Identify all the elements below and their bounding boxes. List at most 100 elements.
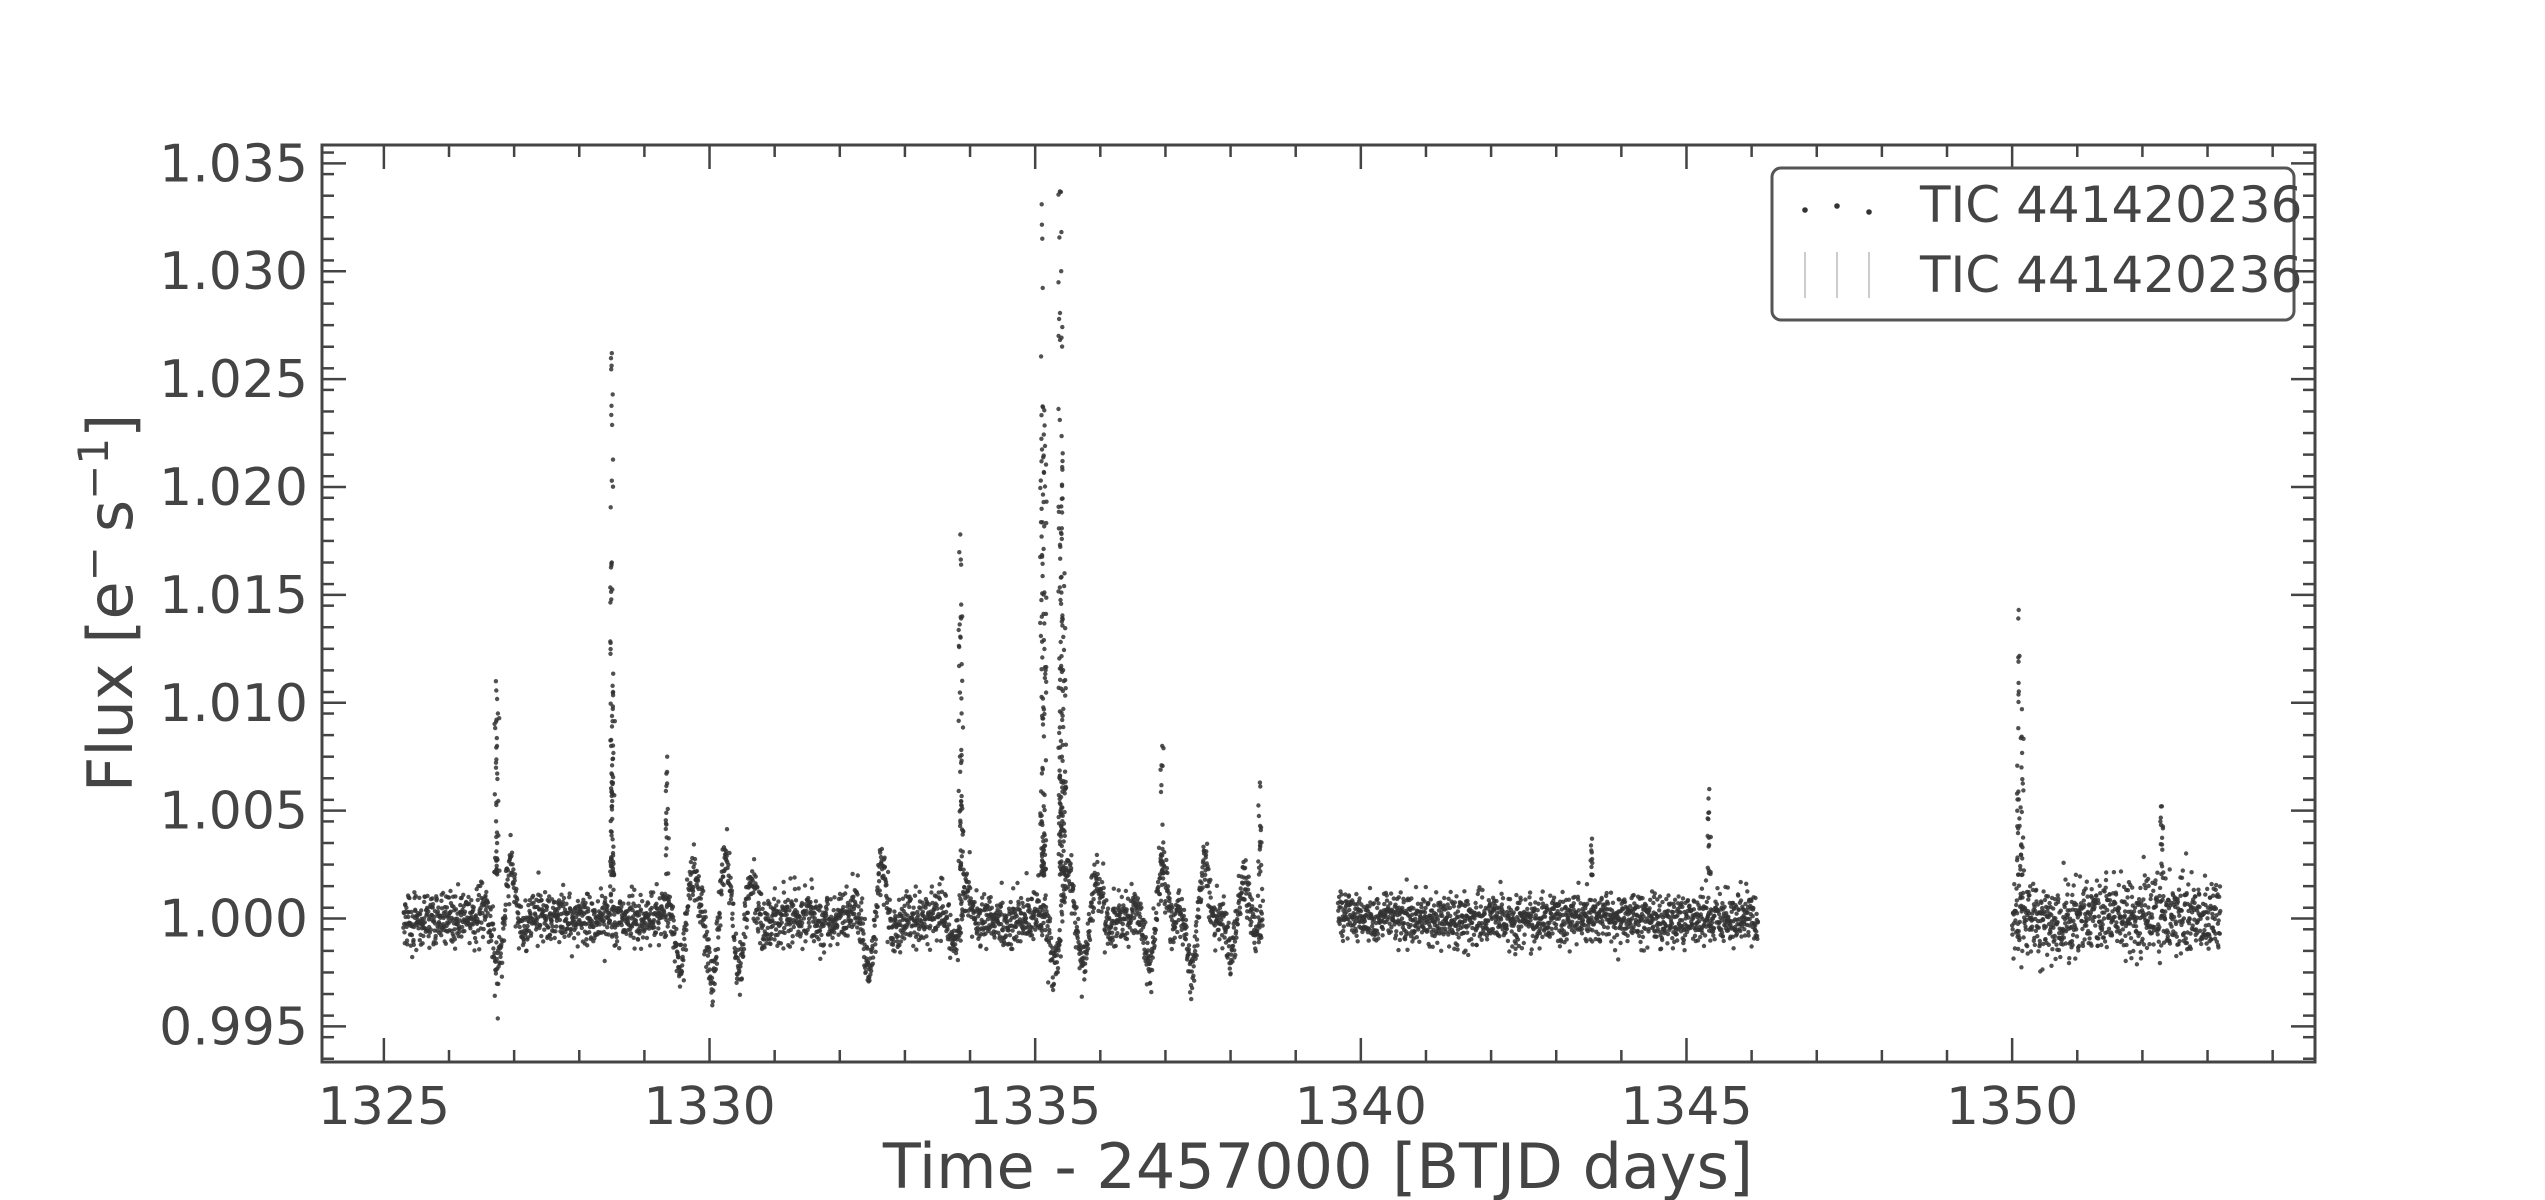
data-point <box>1736 893 1741 898</box>
data-point <box>887 907 893 913</box>
data-point <box>920 909 926 914</box>
data-point <box>887 897 892 902</box>
data-point <box>690 889 696 894</box>
data-point <box>855 930 861 935</box>
data-point <box>802 883 808 888</box>
data-point <box>1226 920 1231 925</box>
data-point <box>1116 888 1121 893</box>
data-point <box>805 927 810 933</box>
data-point <box>865 946 870 951</box>
data-point <box>476 892 482 898</box>
data-point <box>1616 957 1621 962</box>
data-point <box>1079 950 1084 955</box>
data-point <box>982 892 987 897</box>
data-point <box>493 971 499 976</box>
data-point <box>809 885 815 891</box>
data-point <box>912 893 918 898</box>
data-point <box>597 922 602 927</box>
data-point <box>1202 877 1208 882</box>
data-point <box>1252 914 1257 920</box>
data-point <box>855 892 860 897</box>
data-point <box>1016 902 1021 907</box>
data-point <box>1647 906 1652 911</box>
data-point <box>1588 897 1594 903</box>
data-point <box>734 980 739 985</box>
data-point <box>490 921 496 926</box>
data-point <box>873 949 878 954</box>
data-point <box>633 903 638 909</box>
data-point <box>1686 915 1691 920</box>
data-point <box>656 920 661 926</box>
data-point <box>1171 939 1176 945</box>
data-point <box>1358 908 1364 914</box>
data-point <box>1639 929 1644 935</box>
data-point <box>1745 889 1750 894</box>
data-point <box>1681 937 1687 943</box>
data-point <box>1113 926 1118 931</box>
data-point <box>1237 905 1243 910</box>
data-point <box>1164 857 1169 863</box>
data-point <box>1645 945 1650 950</box>
data-point <box>1447 905 1453 911</box>
data-point <box>1660 937 1665 943</box>
data-point <box>1753 895 1758 901</box>
data-point <box>670 914 676 920</box>
data-point <box>904 889 909 894</box>
data-point <box>1197 915 1202 920</box>
data-point <box>878 854 884 860</box>
data-point <box>1049 935 1054 941</box>
data-point <box>724 849 729 854</box>
data-point <box>411 924 417 930</box>
data-point <box>1442 895 1447 901</box>
data-point <box>807 924 812 929</box>
data-point <box>579 925 584 931</box>
data-point <box>813 899 819 904</box>
data-point <box>539 933 544 939</box>
data-point <box>943 893 949 898</box>
data-point <box>1676 894 1681 899</box>
data-point <box>800 920 805 926</box>
data-point <box>1494 898 1499 904</box>
data-point <box>895 934 901 939</box>
data-point <box>1635 928 1641 934</box>
data-point <box>1028 929 1033 934</box>
data-point <box>1751 905 1756 911</box>
data-point <box>705 953 711 958</box>
data-point <box>1537 931 1543 936</box>
data-point <box>505 877 510 882</box>
data-point <box>494 956 499 962</box>
data-point <box>682 936 687 942</box>
data-point <box>737 968 742 973</box>
data-point <box>855 873 860 878</box>
data-point <box>806 916 812 921</box>
data-point <box>434 896 439 901</box>
axis-ticks <box>322 145 2315 1062</box>
data-point <box>1107 915 1112 921</box>
data-point <box>459 934 464 939</box>
data-point <box>518 904 524 909</box>
data-point <box>638 892 643 898</box>
data-point <box>1050 975 1056 980</box>
data-point <box>1183 937 1189 942</box>
data-point <box>1101 891 1106 896</box>
data-point <box>608 891 614 896</box>
data-point <box>606 932 611 937</box>
data-point <box>1101 885 1106 891</box>
data-point <box>653 930 659 935</box>
data-point <box>892 949 897 954</box>
data-point <box>1074 905 1079 910</box>
data-point <box>613 942 618 948</box>
data-point <box>1200 885 1205 890</box>
data-point <box>1104 931 1109 936</box>
data-point <box>2035 934 2040 939</box>
data-point <box>1452 900 1458 905</box>
data-point <box>1091 906 1097 911</box>
data-point <box>706 937 711 942</box>
data-point <box>1068 865 1074 871</box>
data-point <box>979 902 985 907</box>
data-point <box>1640 896 1645 901</box>
data-point <box>433 941 439 946</box>
data-point <box>846 913 851 918</box>
data-point <box>1722 904 1727 909</box>
data-point <box>1045 924 1050 929</box>
